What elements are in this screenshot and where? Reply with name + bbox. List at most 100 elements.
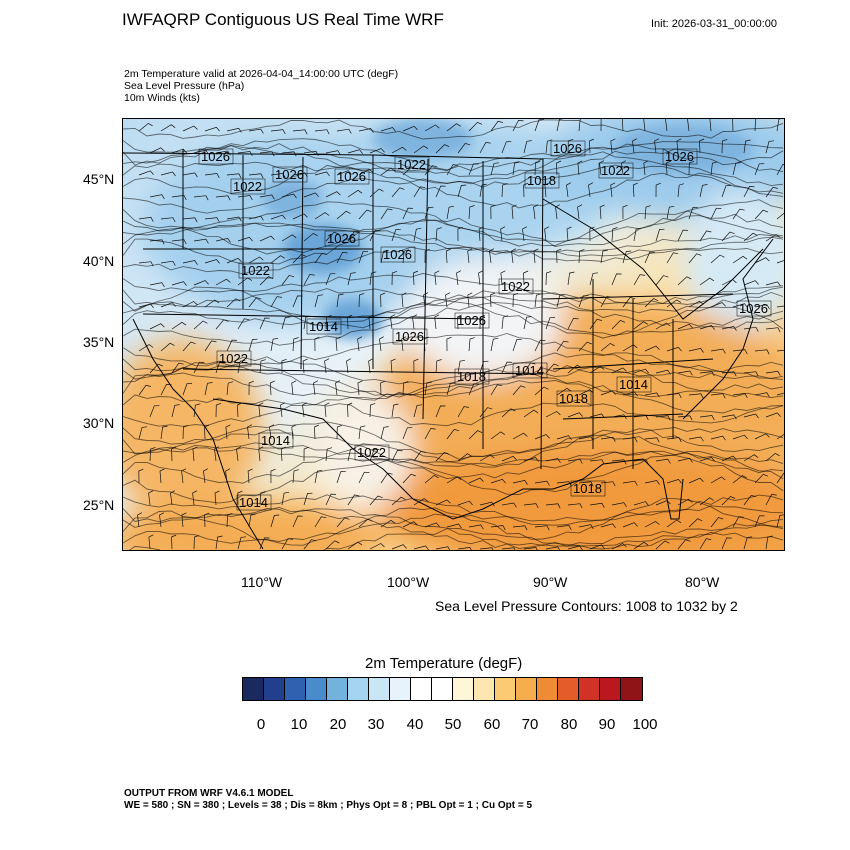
wind-barb [324,358,330,374]
wind-barb [534,386,549,396]
wind-barb [402,521,418,528]
init-time: Init: 2026-03-31_00:00:00 [651,18,777,30]
wind-barb [379,336,384,352]
wind-barb [567,318,579,330]
wind-barb [445,292,451,308]
wind-barb [534,293,542,308]
wind-barb [622,344,638,352]
wind-barb [160,425,168,440]
wind-barb [347,494,360,506]
wind-barb [193,535,200,550]
wind-barb [292,295,303,308]
wind-barb [401,292,407,308]
wind-barb [534,339,546,352]
wind-barb [677,498,693,506]
wind-barb [523,140,532,154]
wind-barb [654,138,660,154]
wind-barb [259,317,270,330]
wind-barb [523,409,539,418]
wind-barb [544,182,550,198]
colorbar-tick-label: 80 [560,716,578,733]
wind-barb [435,546,451,550]
wind-barb [589,366,605,374]
isobar-label-box [272,166,308,183]
wind-barb [237,236,253,242]
wind-barb [435,185,446,198]
slp-contour-caption: Sea Level Pressure Contours: 1008 to 103… [435,598,738,614]
wind-barb [644,520,660,528]
wind-barb [754,392,770,398]
wind-barb [138,122,153,132]
wind-barb [644,205,651,220]
wind-barb [358,251,369,264]
wind-barb [765,535,773,550]
wind-barb [138,303,154,309]
wind-barb [138,468,144,484]
wind-barb [457,406,470,418]
wind-barb [325,447,333,462]
isobar-label-box [216,350,252,367]
wind-barb [248,380,254,396]
wind-barb [303,446,309,462]
wind-barb [215,360,225,374]
colorbar-tick-label: 0 [256,716,266,733]
wind-barb [544,226,550,242]
wind-barb [434,270,440,286]
wind-barb [182,301,198,308]
lon-label-110w: 110°W [241,574,283,590]
wind-barb [226,127,242,133]
wind-barb [335,380,341,396]
wind-barb [501,455,517,462]
wind-barb [303,315,311,330]
wind-barb [468,121,483,132]
lon-label-100w: 100°W [387,574,430,590]
wind-barb [182,172,198,178]
wind-barb [182,125,198,132]
isobar-label-box [616,376,652,393]
wind-barb [754,515,765,528]
wind-barb [182,383,193,396]
colorbar-tick-label: 10 [290,716,308,733]
wind-barb [424,522,440,528]
wind-barb [523,503,539,509]
wind-barb [346,358,351,374]
wind-barb [523,182,529,198]
temperature-colorbar [242,677,643,701]
wind-barb [743,413,759,419]
wind-barb [666,160,672,176]
colorbar-swatch [432,678,453,700]
wind-barb [721,371,737,377]
wind-barb [193,403,201,418]
wind-barb [380,426,389,440]
wind-barb [556,525,572,530]
wind-barb [237,151,253,157]
wind-barb [512,161,520,176]
wind-barb [468,524,484,530]
wind-barb [732,434,748,440]
wind-barb [259,235,275,242]
wind-barb [776,392,784,396]
wind-barb [391,146,407,154]
wind-barb [402,427,413,440]
wind-barb [270,296,283,308]
wind-barb [732,475,747,484]
wind-barb [479,314,485,330]
colorbar-swatch [243,678,264,700]
wind-barb [666,393,682,399]
wind-barb [523,457,539,462]
wind-barb [699,371,715,377]
wind-barb [467,248,473,264]
wind-barb [336,170,352,176]
wind-barb [534,480,550,486]
wind-barb [138,344,154,352]
wind-barb [446,164,459,176]
state-boundary [422,158,544,470]
wind-barb [666,346,682,352]
wind-barb [215,402,222,418]
wind-barb [435,359,442,374]
wind-barb [589,272,599,286]
wind-barb [600,342,615,352]
wind-barb [324,402,330,418]
wind-barb [424,124,440,132]
wind-barb [357,336,363,352]
